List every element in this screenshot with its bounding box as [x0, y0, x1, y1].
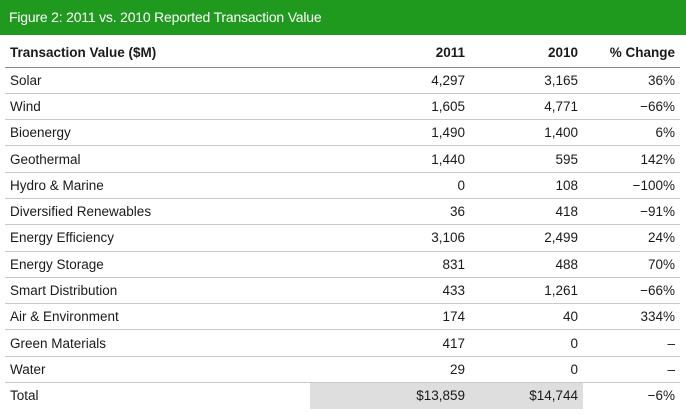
percent-change: 142% [583, 145, 680, 173]
value-2011: 29 [310, 356, 470, 384]
table-row: Water 29 0– [5, 356, 680, 384]
table-row: Energy Efficiency 3,106 2,499 24% [5, 224, 680, 252]
percent-change: −66% [583, 93, 680, 121]
row-label: Hydro & Marine [5, 172, 310, 199]
value-2010: 3,165 [470, 67, 583, 94]
row-label: Air & Environment [5, 303, 310, 331]
table-row: Energy Storage 831 488 70% [5, 251, 680, 278]
value-2011: 1,490 [310, 119, 470, 147]
value-2010: 418 [470, 198, 583, 226]
value-2010: 488 [470, 251, 583, 278]
value-2010: 0 [470, 329, 583, 357]
header-2010: 2010 [470, 39, 583, 68]
value-2010: 0 [470, 356, 583, 384]
row-label: Solar [5, 67, 310, 94]
total-percent-change: −6% [647, 388, 675, 404]
header-row: Transaction Value ($M) 2011 2010 % Chang… [5, 39, 680, 68]
figure-title: Figure 2: 2011 vs. 2010 Reported Transac… [0, 0, 686, 35]
value-2011: 1,440 [310, 145, 470, 173]
header-category: Transaction Value ($M) [5, 39, 310, 68]
table-row: Air & Environment 174 40 334% [5, 303, 680, 331]
percent-change: 36% [583, 67, 680, 94]
header-percent-change: % Change [583, 39, 680, 68]
row-label: Bioenergy [5, 119, 310, 147]
value-2011: 4,297 [310, 67, 470, 94]
value-2011: 417 [310, 329, 470, 357]
percent-change: −100% [583, 172, 680, 199]
table-row: Solar 4,297 3,165 36% [5, 67, 680, 94]
value-2011: 1,605 [310, 93, 470, 121]
value-2011: 831 [310, 251, 470, 278]
table-row: Diversified Renewables 36 418 −91% [5, 198, 680, 226]
total-row: Total $13,859 $14,744 −6% [5, 382, 680, 409]
percent-change: 6% [583, 119, 680, 147]
total-2011: $13,859 [310, 382, 470, 409]
percent-change: 70% [583, 251, 680, 278]
value-2010: 595 [470, 145, 583, 173]
transaction-table: Transaction Value ($M) 2011 2010 % Chang… [5, 39, 680, 409]
header-2011: 2011 [310, 39, 470, 68]
value-2011: 0 [310, 172, 470, 199]
value-2010: 4,771 [470, 93, 583, 121]
row-label: Smart Distribution [5, 277, 310, 305]
table-row: Wind 1,605 4,771 −66% [5, 93, 680, 121]
table-row: Smart Distribution 433 1,261 −66% [5, 277, 680, 305]
percent-change: 334% [583, 303, 680, 331]
total-2010: $14,744 [470, 382, 583, 409]
value-2010: 40 [470, 303, 583, 331]
row-label: Energy Efficiency [5, 224, 310, 252]
table-row: Green Materials 417 0– [5, 329, 680, 357]
value-2010: 1,400 [470, 119, 583, 147]
value-2010: 1,261 [470, 277, 583, 305]
percent-change: 24% [583, 224, 680, 252]
value-2011: 174 [310, 303, 470, 331]
percent-change: −66% [583, 277, 680, 305]
value-2011: 433 [310, 277, 470, 305]
total-label: Total [10, 388, 39, 404]
row-label: Water [5, 356, 310, 384]
table-row: Bioenergy 1,490 1,400 6% [5, 119, 680, 147]
value-2010: 108 [470, 172, 583, 199]
percent-change: – [583, 356, 680, 384]
row-label: Green Materials [5, 329, 310, 357]
row-label: Wind [5, 93, 310, 121]
value-2010: 2,499 [470, 224, 583, 252]
percent-change: – [583, 329, 680, 357]
value-2011: 3,106 [310, 224, 470, 252]
row-label: Diversified Renewables [5, 198, 310, 226]
value-2011: 36 [310, 198, 470, 226]
row-label: Energy Storage [5, 251, 310, 278]
table-row: Geothermal 1,440 595 142% [5, 145, 680, 173]
percent-change: −91% [583, 198, 680, 226]
table-row: Hydro & Marine 0 108 −100% [5, 172, 680, 199]
row-label: Geothermal [5, 145, 310, 173]
